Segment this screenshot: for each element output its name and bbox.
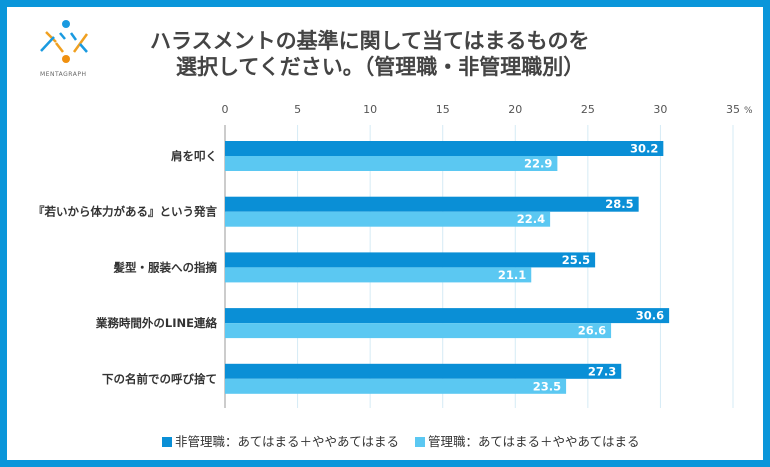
bar-manager bbox=[225, 211, 551, 227]
data-label: 22.9 bbox=[524, 157, 552, 171]
bar-non-manager bbox=[225, 363, 622, 379]
data-label: 26.6 bbox=[578, 324, 606, 338]
category-label: 『若いから体力がある』という発言 bbox=[33, 205, 217, 219]
legend: 非管理職：あてはまる＋ややあてはまる 管理職：あてはまる＋ややあてはまる bbox=[162, 431, 640, 450]
legend-item-manager: 管理職：あてはまる＋ややあてはまる bbox=[415, 431, 640, 450]
data-label: 25.5 bbox=[562, 253, 590, 267]
bar-non-manager bbox=[225, 252, 596, 268]
bar-non-manager bbox=[225, 196, 639, 212]
data-label: 27.3 bbox=[588, 364, 616, 378]
bar-manager bbox=[225, 323, 612, 339]
x-tick-label: 15 bbox=[436, 103, 450, 116]
data-label: 22.4 bbox=[517, 212, 545, 226]
x-tick-label: 35 bbox=[726, 103, 740, 116]
bar-non-manager bbox=[225, 308, 670, 324]
x-tick-label: 30 bbox=[653, 103, 667, 116]
bar-manager bbox=[225, 156, 558, 171]
x-tick-label: 25 bbox=[581, 103, 595, 116]
category-label: 業務時間外のLINE連絡 bbox=[95, 316, 218, 330]
data-label: 30.6 bbox=[636, 309, 664, 323]
chart-title: ハラスメントの基準に関して当てはまるものを 選択してください。（管理職・非管理職… bbox=[150, 28, 650, 80]
data-label: 28.5 bbox=[605, 197, 633, 211]
bar-manager bbox=[225, 267, 532, 283]
category-label: 下の名前での呼び捨て bbox=[102, 372, 217, 386]
logo-text: MENTAGRAPH bbox=[40, 71, 87, 78]
data-label: 30.2 bbox=[630, 142, 658, 156]
bar-manager bbox=[225, 378, 567, 394]
x-tick-label: 5 bbox=[294, 103, 301, 116]
title-line-1: ハラスメントの基準に関して当てはまるものを bbox=[150, 29, 590, 53]
data-label: 23.5 bbox=[533, 379, 561, 393]
x-tick-label: 10 bbox=[363, 103, 377, 116]
category-label: 肩を叩く bbox=[171, 149, 217, 163]
x-tick-label: 0 bbox=[222, 103, 229, 116]
title-line-2: 選択してください。（管理職・非管理職別） bbox=[176, 55, 585, 79]
bar-non-manager bbox=[225, 141, 664, 156]
x-tick-label: 20 bbox=[508, 103, 522, 116]
data-label: 21.1 bbox=[498, 268, 526, 282]
mentagraph-logo bbox=[40, 20, 89, 63]
legend-item-non-manager: 非管理職：あてはまる＋ややあてはまる bbox=[162, 431, 399, 450]
unit-label: % bbox=[744, 106, 753, 116]
category-label: 髪型・服装への指摘 bbox=[113, 260, 218, 274]
